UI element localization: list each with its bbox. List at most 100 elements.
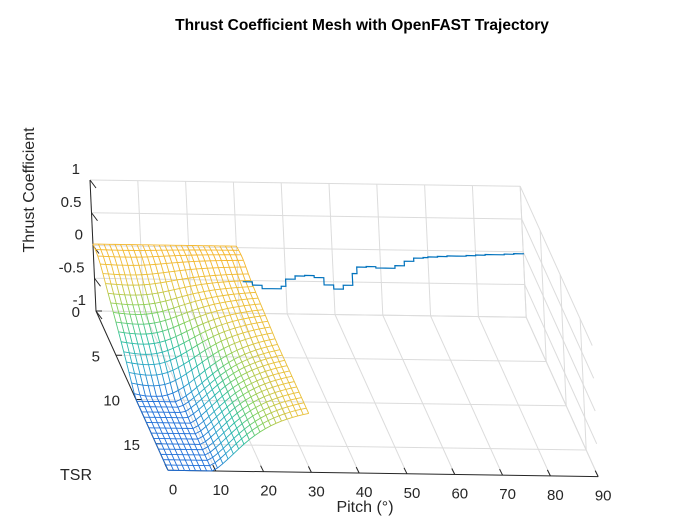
mesh-line <box>214 395 218 402</box>
mesh-line <box>300 409 304 415</box>
mesh-line <box>217 447 224 454</box>
mesh-line <box>284 401 288 407</box>
grid-line <box>334 314 408 475</box>
mesh-line <box>271 343 278 347</box>
mesh-line <box>224 401 228 408</box>
mesh-line <box>205 441 209 447</box>
mesh-line <box>153 343 158 354</box>
mesh-line <box>256 334 262 337</box>
mesh-line <box>281 418 288 422</box>
mesh-line <box>231 274 235 282</box>
mesh-line <box>250 349 256 353</box>
mesh-line <box>232 319 239 322</box>
mesh-line <box>222 448 227 454</box>
mesh-line <box>195 301 199 309</box>
mesh-line <box>255 303 261 305</box>
mesh-line <box>221 422 227 428</box>
mesh-line <box>275 367 280 374</box>
mesh-line <box>178 322 185 326</box>
x-tick-label: 20 <box>260 483 277 500</box>
trajectory-line <box>242 252 524 290</box>
mesh-line <box>229 392 236 398</box>
mesh-line <box>210 249 214 256</box>
mesh-line <box>165 464 169 471</box>
mesh-line <box>210 432 217 438</box>
x-axis-line <box>167 469 599 478</box>
mesh-line <box>266 345 273 348</box>
mesh-line <box>245 266 249 275</box>
mesh-line <box>202 254 206 262</box>
mesh-line <box>219 390 223 397</box>
mesh-line <box>177 443 181 450</box>
mesh-line <box>214 379 218 386</box>
mesh-line <box>201 283 207 285</box>
mesh-line <box>259 315 263 323</box>
mesh-line <box>263 351 270 355</box>
mesh-line <box>222 308 228 311</box>
z-axis-label: Thrust Coefficient <box>21 127 38 253</box>
mesh-line <box>254 316 258 324</box>
mesh-line <box>187 293 194 296</box>
mesh-line <box>145 333 150 345</box>
mesh-line <box>264 327 268 335</box>
mesh-line <box>253 388 257 395</box>
mesh-line <box>206 268 211 276</box>
mesh-line <box>238 369 242 376</box>
mesh-line <box>200 316 204 324</box>
mesh-line <box>178 345 182 356</box>
mesh-line <box>168 270 175 273</box>
mesh-line <box>247 415 253 421</box>
mesh-line <box>208 411 215 417</box>
mesh-line <box>132 285 137 296</box>
x-tick-mark <box>594 470 599 477</box>
mesh-line <box>174 412 178 418</box>
mesh-line <box>172 370 177 381</box>
mesh-line <box>224 245 229 251</box>
mesh-line <box>273 361 280 364</box>
mesh-line <box>151 312 158 314</box>
mesh-line <box>235 245 240 251</box>
mesh-line <box>241 423 245 430</box>
mesh-line <box>236 347 243 351</box>
mesh-line <box>275 380 279 386</box>
mesh-line <box>226 402 233 408</box>
mesh-line <box>255 404 262 408</box>
mesh-line <box>154 283 159 294</box>
mesh-line <box>156 396 160 402</box>
mesh-line <box>193 413 197 420</box>
mesh-line <box>193 392 200 399</box>
mesh-line <box>204 366 211 371</box>
mesh-line <box>166 406 170 413</box>
mesh-line <box>220 355 227 360</box>
z-tick-label: -1 <box>73 292 86 309</box>
mesh-line <box>187 465 191 471</box>
mesh-line <box>173 459 178 466</box>
mesh-line <box>253 329 257 337</box>
mesh-line <box>137 363 141 375</box>
mesh-line <box>244 424 251 430</box>
mesh-line <box>297 414 304 417</box>
mesh-line <box>208 245 212 251</box>
mesh-line <box>251 310 255 318</box>
mesh-line <box>253 328 260 331</box>
mesh-line <box>154 321 161 324</box>
mesh-line <box>133 265 137 276</box>
mesh-line <box>225 287 232 290</box>
mesh-line <box>145 374 149 386</box>
mesh-line <box>191 328 196 338</box>
mesh-line <box>108 292 114 295</box>
mesh-line <box>212 369 219 375</box>
mesh-line <box>176 454 181 461</box>
mesh-line <box>197 325 201 335</box>
mesh-line <box>247 405 251 411</box>
mesh-line <box>163 290 169 293</box>
mesh-line <box>215 427 222 433</box>
mesh-line <box>145 395 149 402</box>
mesh-line <box>207 442 214 448</box>
mesh-line <box>212 336 217 344</box>
mesh-line <box>246 310 253 313</box>
mesh-line <box>198 420 204 426</box>
mesh-line <box>237 383 242 390</box>
mesh-line <box>204 370 208 379</box>
